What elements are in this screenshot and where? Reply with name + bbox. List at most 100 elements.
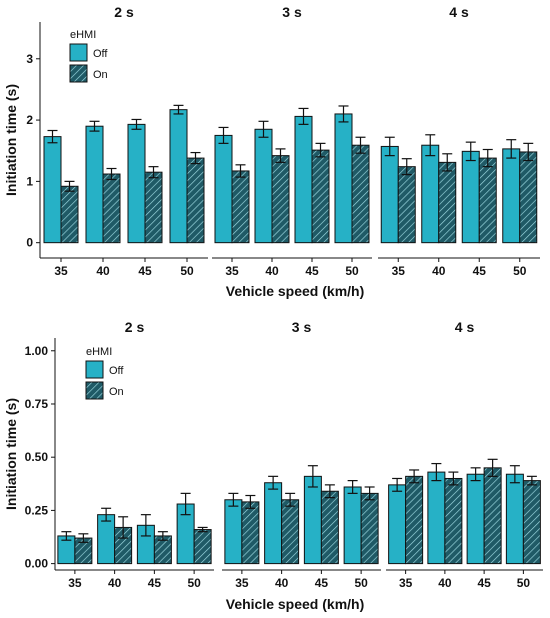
x-tick-label: 35 <box>68 576 82 590</box>
x-tick-label: 40 <box>438 576 452 590</box>
bar-off <box>505 473 524 565</box>
x-tick-label: 45 <box>305 264 319 278</box>
x-tick-label: 50 <box>187 576 201 590</box>
bar-off <box>421 144 440 244</box>
x-tick-label: 35 <box>392 264 406 278</box>
bar-off <box>224 499 243 565</box>
legend-title: eHMI <box>70 29 96 41</box>
y-tick-label: 0.75 <box>25 397 49 411</box>
bar-on <box>351 144 370 244</box>
bar-off <box>254 128 273 244</box>
bar-off <box>294 115 313 244</box>
x-axis-title: Vehicle speed (km/h) <box>226 596 365 612</box>
facet-label: 2 s <box>114 4 134 20</box>
x-tick-label: 45 <box>477 576 491 590</box>
y-axis-title: Initiation time (s) <box>3 84 19 196</box>
chart-panel-bottom: 0.00 0.25 0.50 0.75 1.00 Initiation time (s) V… <box>3 319 543 612</box>
bar-off <box>466 473 485 565</box>
bar-on <box>241 501 260 565</box>
legend: eHMI Off On <box>85 346 124 400</box>
y-axis-title: Initiation time (s) <box>3 398 19 510</box>
bar-on <box>281 499 300 565</box>
bar-off <box>264 482 283 565</box>
legend-key-off <box>85 360 104 379</box>
bar-on <box>231 170 250 244</box>
bar-on <box>478 157 497 244</box>
y-tick-label: 0.00 <box>25 557 49 571</box>
legend-key-off <box>69 43 88 62</box>
bar-on <box>444 477 463 565</box>
bar-on <box>186 157 205 244</box>
legend-key-on <box>69 64 88 83</box>
bar-off <box>169 109 188 244</box>
bar-on <box>271 155 290 244</box>
bar-off <box>502 148 521 244</box>
x-tick-label: 45 <box>315 576 329 590</box>
y-tick-label: 0 <box>26 236 33 250</box>
x-tick-label: 35 <box>235 576 249 590</box>
x-tick-label: 35 <box>225 264 239 278</box>
legend-key-on <box>85 381 104 400</box>
bar-on <box>311 149 330 244</box>
bar-off <box>334 113 353 244</box>
bar-off <box>388 484 407 565</box>
bar-off <box>427 471 446 565</box>
y-tick-label: 2 <box>26 113 33 127</box>
bar-off <box>97 514 116 565</box>
bar-off <box>461 150 480 244</box>
bar-on <box>193 529 212 565</box>
x-tick-label: 50 <box>517 576 531 590</box>
y-tick-label: 0.50 <box>25 450 49 464</box>
x-tick-label: 40 <box>96 264 110 278</box>
bar-on <box>483 467 502 565</box>
bar-off <box>343 486 362 565</box>
y-tick-label: 1 <box>26 174 33 188</box>
legend-label: On <box>93 69 108 81</box>
y-tick-label: 0.25 <box>25 503 49 517</box>
x-tick-label: 35 <box>399 576 413 590</box>
facet-label: 4 s <box>455 319 475 335</box>
bar-off <box>380 145 399 244</box>
legend: eHMI Off On <box>69 29 108 83</box>
bar-on <box>519 151 538 244</box>
facet-label: 2 s <box>125 319 145 335</box>
x-tick-label: 40 <box>265 264 279 278</box>
legend-title: eHMI <box>86 346 112 358</box>
legend-label: Off <box>109 365 124 377</box>
x-axis-title: Vehicle speed (km/h) <box>226 283 365 299</box>
bar-off <box>303 475 322 565</box>
x-tick-label: 40 <box>275 576 289 590</box>
x-tick-label: 50 <box>354 576 368 590</box>
facet-label: 3 s <box>292 319 312 335</box>
bar-off <box>214 134 233 244</box>
facet-label: 4 s <box>449 4 469 20</box>
bar-off <box>127 123 146 244</box>
bar-on <box>405 475 424 565</box>
bar-on <box>144 171 163 244</box>
bar-on <box>320 490 339 565</box>
bar-on <box>60 185 79 244</box>
x-tick-label: 50 <box>345 264 359 278</box>
bar-on <box>102 173 121 244</box>
y-tick-label: 1.00 <box>25 344 49 358</box>
y-tick-label: 3 <box>26 52 33 66</box>
facet-label: 3 s <box>282 4 302 20</box>
bar-on <box>438 161 457 244</box>
x-tick-label: 40 <box>432 264 446 278</box>
bar-off <box>43 136 62 244</box>
x-tick-label: 50 <box>513 264 527 278</box>
bar-off <box>85 125 104 244</box>
bar-on <box>397 166 416 244</box>
bar-on <box>360 492 379 565</box>
chart-panel-top: 0 1 2 3 Initiation time (s) Vehicle speed (km… <box>3 4 540 299</box>
x-tick-label: 40 <box>108 576 122 590</box>
x-tick-label: 45 <box>138 264 152 278</box>
x-tick-label: 45 <box>148 576 162 590</box>
x-tick-label: 50 <box>180 264 194 278</box>
bar-on <box>522 480 541 565</box>
legend-label: On <box>109 386 124 398</box>
x-tick-label: 35 <box>54 264 68 278</box>
x-tick-label: 45 <box>473 264 487 278</box>
legend-label: Off <box>93 48 108 60</box>
